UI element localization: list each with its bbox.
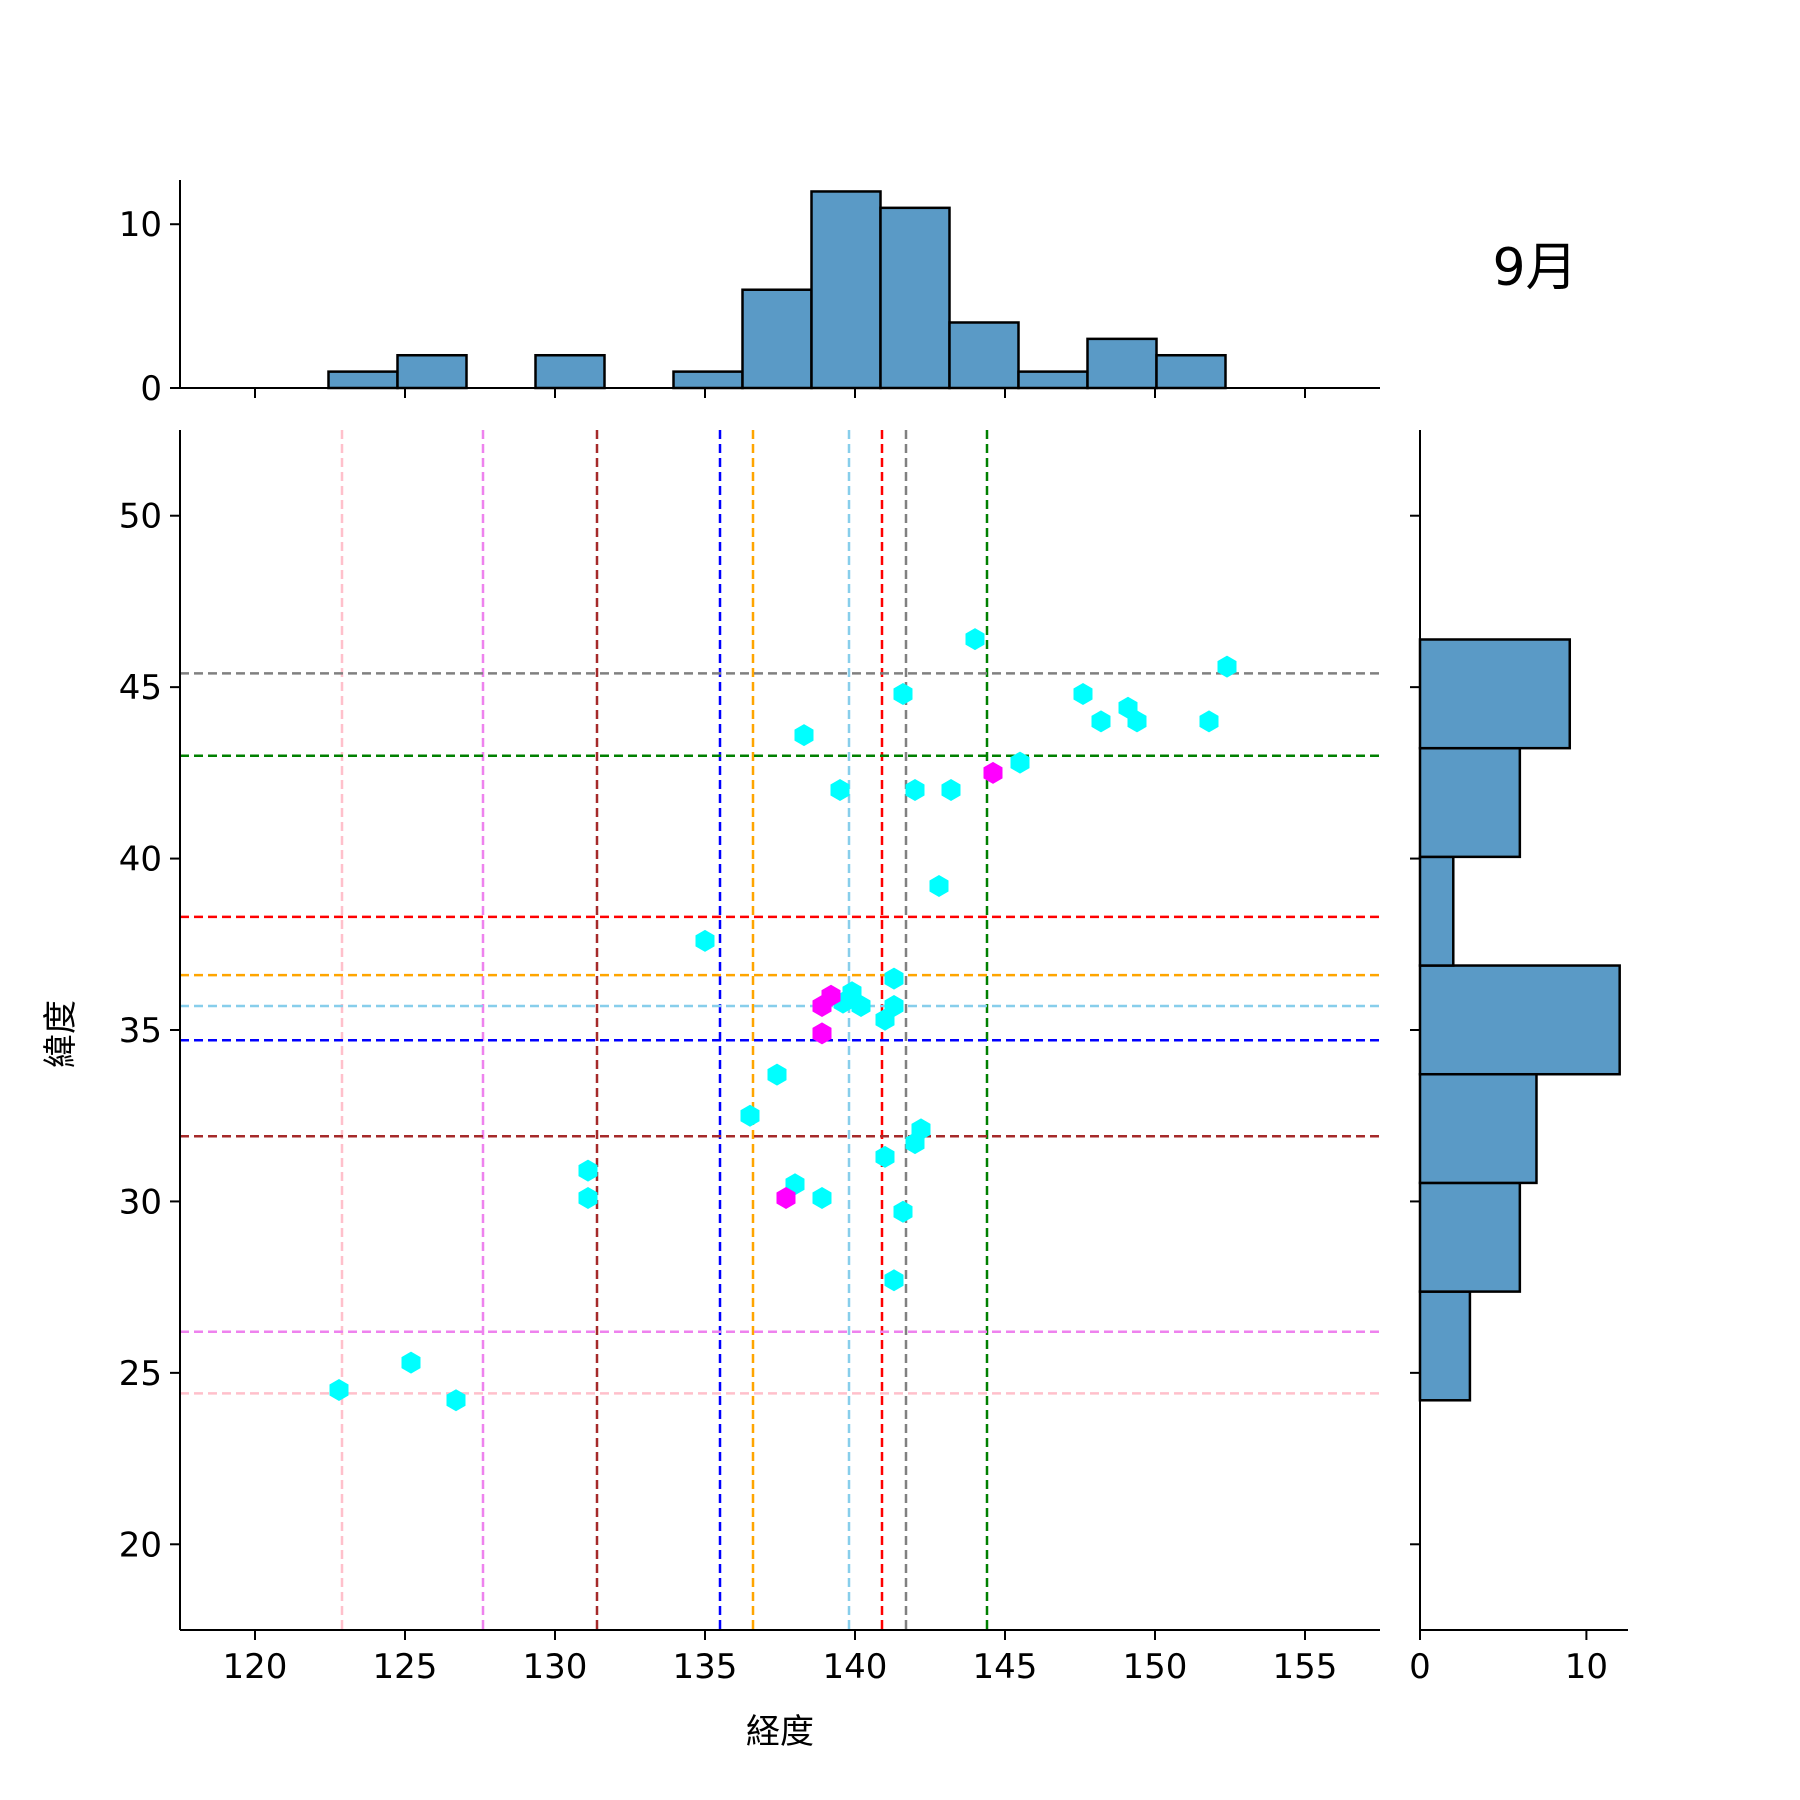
scatter-point-38: [821, 984, 841, 1007]
y-hist-bar-0: [1418, 1290, 1472, 1402]
y-tick-label: 40: [119, 840, 162, 880]
scatter-point-22: [905, 779, 925, 801]
y-tick-label: 20: [119, 1525, 162, 1565]
y-hist-bar-3: [1418, 964, 1621, 1076]
x-hist-bar-0: [327, 370, 399, 390]
x-axis-label: 経度: [746, 1712, 814, 1752]
y-hist-bar-4: [1418, 855, 1455, 967]
scatter-point-5: [695, 929, 715, 952]
x-hist-bar-7: [810, 190, 882, 390]
y-axis-label: 緯度: [41, 1000, 81, 1068]
scatter-point-20: [893, 1200, 913, 1223]
x-hist-bar-11: [1086, 337, 1158, 390]
y-tick-label: 25: [119, 1354, 162, 1394]
scatter-point-25: [929, 875, 949, 897]
chart-title: 9月: [1492, 238, 1577, 298]
scatter-point-39: [983, 761, 1003, 784]
scatter-point-11: [830, 779, 850, 801]
y-tick-label: 35: [119, 1011, 162, 1051]
x-hist-bar-12: [1155, 353, 1227, 390]
scatter-point-6: [740, 1104, 760, 1127]
x-tick-label: 125: [373, 1647, 438, 1687]
scatter-point-32: [1127, 710, 1147, 733]
scatter-point-28: [1010, 751, 1030, 774]
scatter-point-9: [794, 724, 814, 747]
scatter-point-33: [1199, 710, 1219, 733]
scatter-point-19: [884, 1269, 904, 1292]
scatter-point-21: [893, 683, 913, 705]
main-axes: 120 125 130 135 140 145 150 155 20 25 30 35 40 45 50: [119, 430, 1380, 1687]
y-hist-bar-6: [1418, 638, 1572, 750]
scatter-point-10: [812, 1187, 832, 1209]
scatter-point-34: [1217, 655, 1237, 678]
x-tick-label: 135: [673, 1647, 738, 1687]
scatter-point-2: [446, 1389, 466, 1412]
x-tick-label: 120: [223, 1647, 288, 1687]
x-tick-label: 130: [523, 1647, 588, 1687]
scatter-point-18: [884, 995, 904, 1017]
x-hist-bar-10: [1017, 370, 1089, 390]
scatter-point-4: [578, 1187, 598, 1209]
scatter-point-35: [776, 1187, 796, 1209]
scatter-points: [329, 628, 1237, 1412]
right-hist-x-tick-label: 10: [1565, 1647, 1608, 1687]
x-hist-bar-5: [672, 370, 744, 390]
y-tick-label: 50: [119, 497, 162, 537]
y-hist-bar-1: [1418, 1181, 1522, 1293]
scatter-point-15: [875, 1145, 895, 1168]
x-hist-bar-9: [948, 321, 1020, 390]
y-hist-bar-2: [1418, 1072, 1538, 1185]
scatter-point-3: [578, 1159, 598, 1182]
top-hist-y-tick-label: 10: [119, 205, 162, 245]
scatter-point-27: [965, 628, 985, 651]
scatter-point-0: [329, 1379, 349, 1401]
scatter-point-17: [884, 967, 904, 990]
y-hist-bar-5: [1418, 746, 1522, 859]
top-hist-y-tick-label: 0: [140, 369, 162, 409]
right-histogram: 0 10: [1409, 430, 1628, 1687]
x-tick-label: 145: [973, 1647, 1038, 1687]
x-tick-label: 150: [1123, 1647, 1188, 1687]
scatter-point-7: [767, 1063, 787, 1086]
scatter-point-30: [1091, 710, 1111, 733]
y-tick-label: 30: [119, 1182, 162, 1222]
top-histogram: 0 10: [119, 180, 1380, 409]
x-hist-bar-1: [396, 353, 468, 390]
scatter-point-24: [911, 1118, 931, 1141]
x-hist-bar-3: [534, 353, 606, 390]
y-tick-label: 45: [119, 668, 162, 708]
reference-lines: [180, 430, 1380, 1630]
scatter-point-14: [851, 995, 871, 1017]
scatter-point-36: [812, 1022, 832, 1045]
scatter-point-1: [401, 1351, 421, 1374]
right-hist-x-tick-label: 0: [1409, 1647, 1431, 1687]
scatter-point-29: [1073, 683, 1093, 705]
x-hist-bar-6: [741, 288, 813, 390]
scatter-point-26: [941, 779, 961, 801]
x-tick-label: 155: [1273, 1647, 1338, 1687]
x-hist-bar-8: [879, 206, 951, 390]
x-tick-label: 140: [823, 1647, 888, 1687]
